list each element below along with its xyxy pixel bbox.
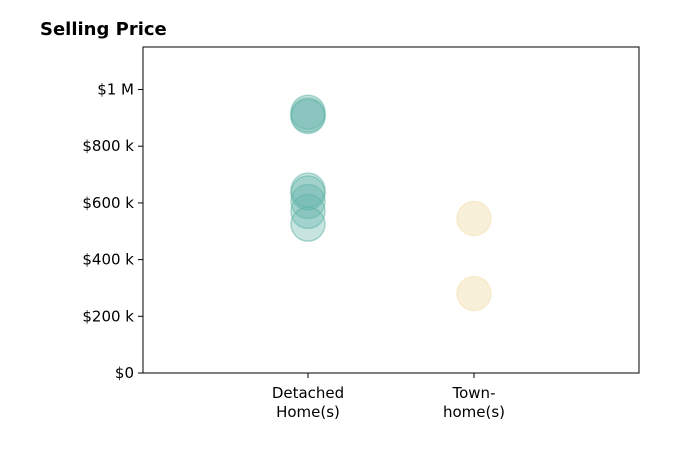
scatter-point (290, 98, 326, 135)
scatter-point (290, 175, 326, 211)
y-tick-label: $200 k (82, 307, 134, 325)
scatter-point (456, 200, 492, 237)
scatter-point (456, 275, 492, 312)
y-tick-label: $1 M (97, 81, 134, 99)
x-axis: Detached Home(s) Town-home(s) (272, 373, 505, 421)
x-tick-label: Town-home(s) (443, 384, 505, 421)
x-tick-label: Detached Home(s) (272, 384, 344, 421)
scatter-point (290, 206, 326, 242)
marks-layer (290, 94, 492, 312)
y-axis: $0 $200 k $400 k $600 k $800 k $1 M (82, 81, 143, 382)
y-tick-label: $400 k (82, 251, 134, 269)
x-tick-label-line: Town- (452, 384, 496, 402)
y-tick-label: $0 (115, 364, 134, 382)
plot-frame (142, 46, 640, 374)
chart-title: Selling Price (40, 19, 167, 40)
y-tick-label: $600 k (82, 194, 134, 212)
x-tick-label-line: Home(s) (276, 403, 340, 421)
scatter-point (290, 193, 326, 230)
y-tick-label: $800 k (82, 137, 134, 155)
x-tick-label-line: Detached (272, 384, 344, 402)
x-tick-label-line: home(s) (443, 403, 505, 421)
